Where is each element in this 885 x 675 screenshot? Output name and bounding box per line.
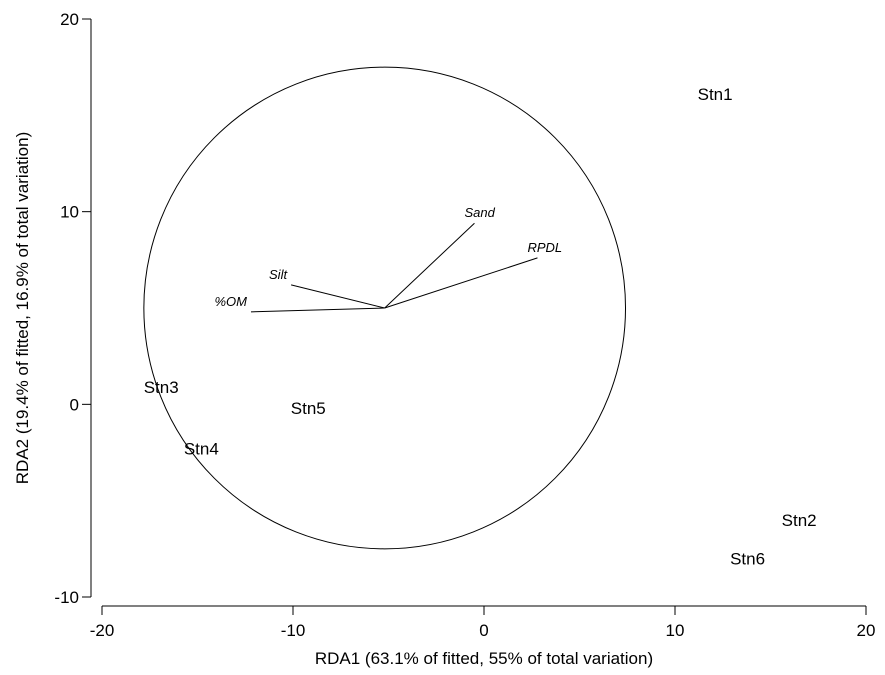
axes xyxy=(90,19,866,607)
vector-label: Silt xyxy=(269,267,288,282)
x-axis-ticks: -20 -10 0 10 20 xyxy=(90,606,876,640)
y-tick-label: 10 xyxy=(60,203,79,222)
site-label: Stn5 xyxy=(291,399,326,418)
x-tick-label: 0 xyxy=(479,621,488,640)
y-tick-label: 0 xyxy=(70,395,79,414)
y-axis-ticks: -10 0 10 20 xyxy=(54,10,91,607)
y-tick-label: 20 xyxy=(60,10,79,29)
vector-line xyxy=(290,284,385,309)
x-tick-label: 10 xyxy=(666,621,685,640)
vector-label: %OM xyxy=(214,294,247,309)
site-label: Stn2 xyxy=(782,511,817,530)
site-label: Stn3 xyxy=(144,378,179,397)
vector-line xyxy=(384,222,475,309)
vector-line xyxy=(250,307,385,313)
site-label: Stn4 xyxy=(184,440,219,459)
site-labels: Stn1 Stn2 Stn3 Stn4 Stn5 Stn6 xyxy=(144,85,817,568)
site-label: Stn6 xyxy=(730,549,765,568)
x-axis-title: RDA1 (63.1% of fitted, 55% of total vari… xyxy=(315,649,653,668)
equilibrium-circle xyxy=(143,66,627,550)
vector-label: Sand xyxy=(464,205,495,220)
y-axis-title: RDA2 (19.4% of fitted, 16.9% of total va… xyxy=(13,132,32,484)
x-tick-label: -10 xyxy=(281,621,306,640)
x-tick-label: -20 xyxy=(90,621,115,640)
x-tick-label: 20 xyxy=(857,621,876,640)
y-tick-label: -10 xyxy=(54,588,79,607)
environment-vectors: Sand RPDL Silt %OM xyxy=(214,205,562,313)
vector-line xyxy=(384,257,538,309)
vector-label: RPDL xyxy=(527,240,562,255)
site-label: Stn1 xyxy=(698,85,733,104)
